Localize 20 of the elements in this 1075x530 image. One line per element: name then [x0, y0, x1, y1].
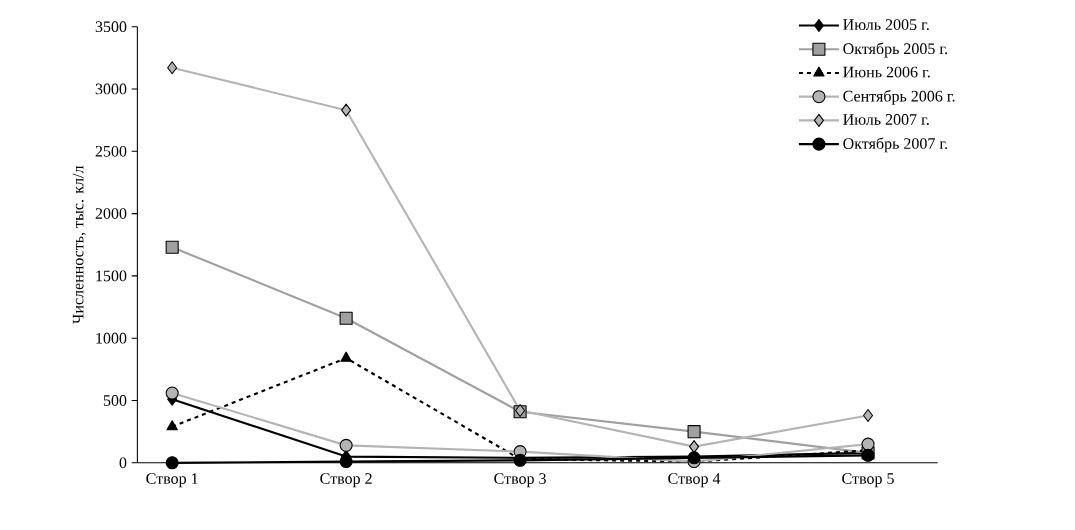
x-tick-label: Створ 3 — [494, 473, 546, 488]
y-tick-label: 500 — [103, 395, 127, 407]
legend-label: Июль 2005 г. — [843, 19, 929, 31]
y-tick-label: 2500 — [95, 146, 127, 157]
y-tick-label: 1500 — [96, 270, 127, 282]
y-tick-label: 0 — [119, 457, 127, 469]
y-tick-label: 1000 — [96, 333, 127, 344]
x-tick-label: Створ 4 — [668, 473, 721, 488]
x-tick-label: Створ 2 — [320, 473, 372, 488]
legend-label: Октябрь 2007 г. — [843, 137, 948, 153]
legend-label: Июнь 2006 г. — [843, 66, 930, 78]
legend-label: Сентябрь 2006 г. — [843, 90, 955, 106]
y-tick-label: 3000 — [95, 83, 127, 95]
x-tick-label: Створ 1 — [146, 473, 198, 488]
y-tick-label: 2000 — [95, 208, 127, 220]
legend-label: Июль 2007 г. — [843, 114, 929, 126]
legend-label: Октябрь 2005 г. — [843, 42, 948, 58]
x-tick-label: Створ 5 — [842, 473, 894, 488]
y-tick-label: 3500 — [95, 21, 127, 33]
y-axis-title: Численность, тыс. кл/л — [72, 166, 86, 325]
